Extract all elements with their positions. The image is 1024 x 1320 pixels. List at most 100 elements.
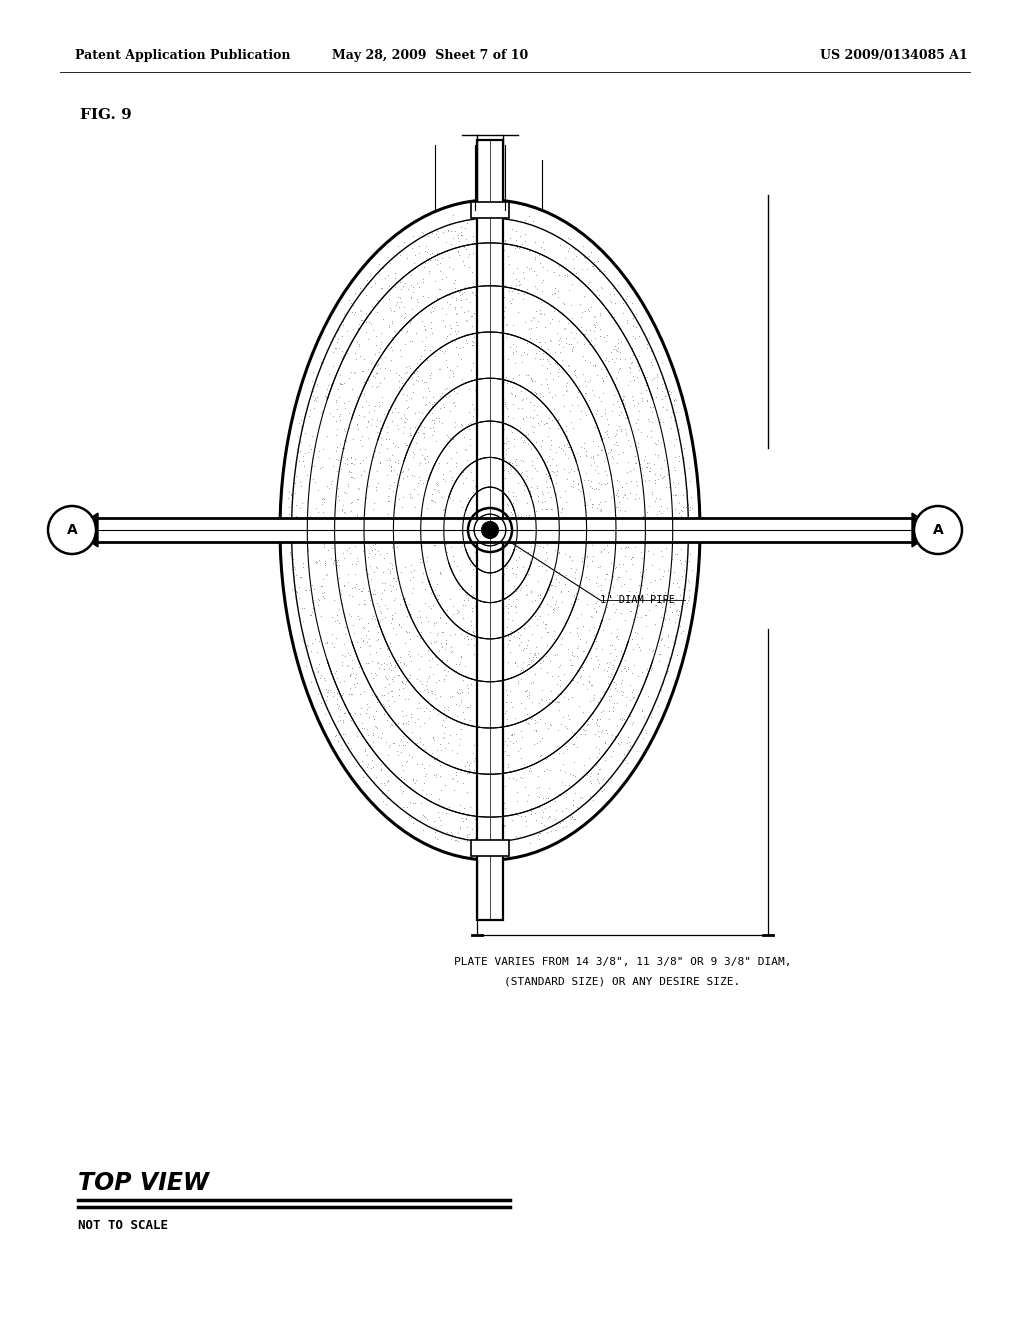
Point: [529, 477, 546, 498]
Point: [451, 228, 467, 249]
Point: [492, 619, 508, 640]
Point: [475, 519, 492, 540]
Point: [439, 325, 456, 346]
Point: [354, 767, 371, 788]
Point: [584, 708, 600, 729]
Point: [568, 532, 585, 553]
Point: [566, 359, 583, 380]
Point: [639, 453, 655, 474]
Point: [588, 645, 604, 667]
Point: [488, 543, 505, 564]
Point: [369, 461, 385, 482]
Point: [498, 692, 514, 713]
Point: [547, 341, 563, 362]
Point: [551, 437, 567, 458]
Point: [330, 697, 346, 718]
Point: [544, 574, 560, 595]
Point: [468, 362, 484, 383]
Point: [374, 783, 390, 804]
Point: [568, 558, 585, 579]
Bar: [477, 140, 503, 920]
Point: [331, 405, 347, 426]
Point: [369, 528, 385, 549]
Point: [385, 671, 401, 692]
Point: [282, 482, 298, 503]
Point: [610, 416, 627, 437]
Point: [654, 467, 671, 488]
Point: [458, 440, 474, 461]
Point: [453, 284, 469, 305]
Point: [611, 709, 628, 730]
Point: [409, 698, 425, 719]
Point: [392, 346, 409, 367]
Point: [325, 537, 341, 558]
Point: [538, 645, 554, 667]
Text: PLATE VARIES FROM 14 3/8", 11 3/8" OR 9 3/8" DIAM,: PLATE VARIES FROM 14 3/8", 11 3/8" OR 9 …: [454, 957, 792, 968]
Point: [515, 754, 531, 775]
Point: [436, 499, 453, 520]
Point: [593, 540, 609, 561]
Point: [559, 718, 575, 739]
Point: [315, 667, 332, 688]
Point: [351, 594, 368, 615]
Point: [535, 801, 551, 822]
Point: [541, 603, 557, 624]
Point: [563, 686, 580, 708]
Point: [605, 696, 622, 717]
Point: [532, 535, 549, 556]
Point: [638, 457, 654, 478]
Point: [427, 535, 443, 556]
Point: [603, 771, 620, 792]
Point: [607, 293, 624, 314]
Point: [456, 301, 472, 322]
Point: [531, 383, 548, 404]
Point: [532, 374, 549, 395]
Point: [372, 750, 388, 771]
Point: [511, 275, 527, 296]
Point: [638, 615, 654, 636]
Point: [373, 754, 389, 775]
Point: [332, 372, 348, 393]
Point: [426, 511, 442, 532]
Point: [482, 678, 499, 700]
Point: [382, 449, 398, 470]
Point: [356, 348, 373, 370]
Point: [490, 605, 507, 626]
Point: [620, 659, 636, 680]
Point: [510, 282, 526, 304]
Point: [451, 602, 467, 623]
Point: [538, 368, 554, 389]
Point: [541, 482, 557, 503]
Point: [455, 578, 471, 599]
Point: [480, 425, 497, 446]
Point: [592, 491, 608, 512]
Point: [562, 545, 579, 566]
Point: [494, 211, 510, 232]
Point: [529, 447, 546, 469]
Point: [500, 602, 516, 623]
Point: [429, 653, 445, 675]
Point: [622, 735, 638, 756]
Point: [342, 515, 358, 536]
Point: [402, 288, 419, 309]
Point: [666, 594, 682, 615]
Point: [591, 653, 607, 675]
Point: [455, 462, 471, 483]
Point: [488, 525, 505, 546]
Point: [672, 510, 688, 531]
Point: [546, 282, 562, 304]
Point: [382, 297, 398, 318]
Point: [471, 659, 487, 680]
Point: [370, 726, 386, 747]
Point: [482, 743, 499, 764]
Point: [520, 616, 537, 638]
Point: [414, 673, 430, 694]
Point: [342, 665, 358, 686]
Point: [622, 461, 638, 482]
Point: [289, 585, 305, 606]
Point: [365, 499, 381, 520]
Point: [557, 376, 573, 397]
Point: [435, 463, 452, 484]
Point: [519, 331, 536, 352]
Point: [605, 741, 622, 762]
